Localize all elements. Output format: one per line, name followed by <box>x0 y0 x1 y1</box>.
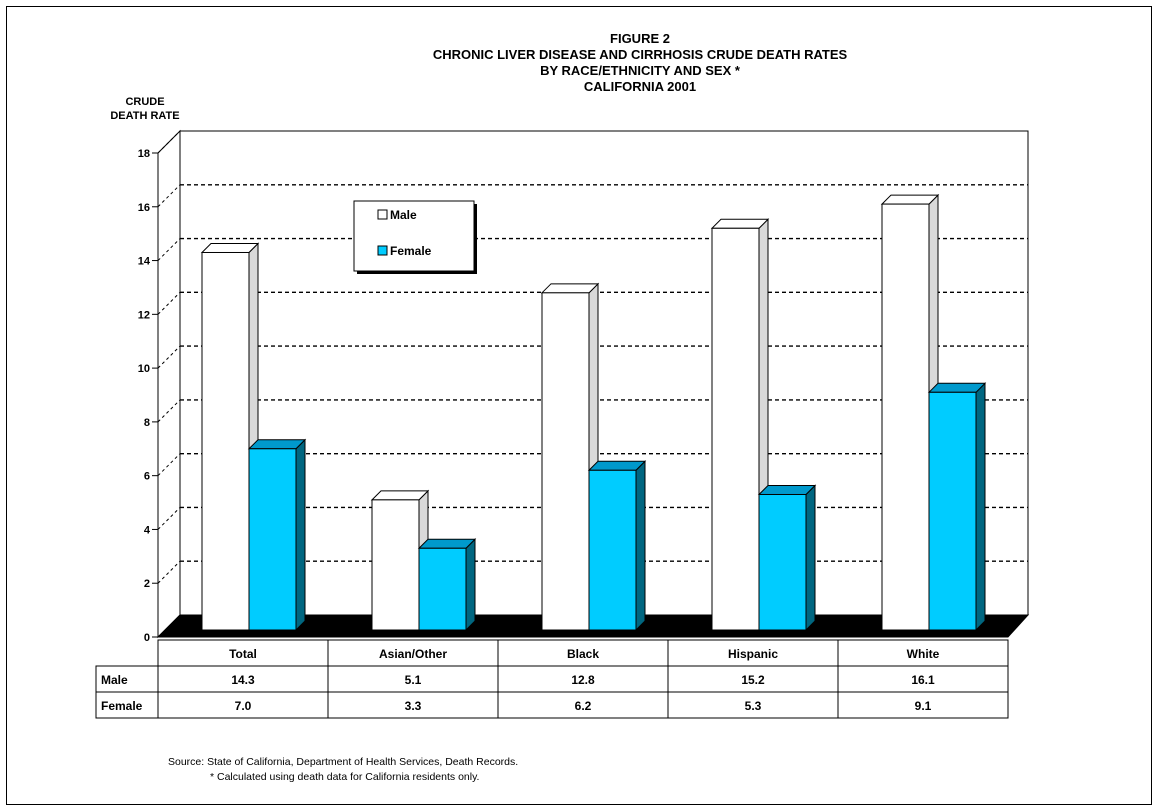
bar-side-1-4 <box>975 382 986 632</box>
bar-top-0-0 <box>200 242 260 253</box>
bar-top-0-3 <box>710 218 770 229</box>
legend-box <box>353 200 475 272</box>
y-tick-label-7: 14 <box>138 256 151 268</box>
bar-top-1-1 <box>417 538 477 549</box>
bar-top-1-0 <box>247 439 307 450</box>
table-cell-1-0: 7.0 <box>235 699 252 713</box>
y-tick-label-2: 4 <box>144 524 151 536</box>
bar-side-1-0 <box>295 438 306 632</box>
gridline-side-4 <box>157 399 181 423</box>
bar-female-4 <box>928 391 977 631</box>
bar-male-1 <box>371 499 420 631</box>
gridline-side-7 <box>157 238 181 261</box>
bar-side-1-3 <box>805 484 816 632</box>
y-tick-label-3: 6 <box>144 471 150 483</box>
bar-side-1-1 <box>465 538 476 632</box>
gridline-side-5 <box>157 345 181 369</box>
y-tick-label-9: 18 <box>138 148 150 160</box>
chart-title-line-3: BY RACE/ETHNICITY AND SEX * <box>540 63 740 78</box>
legend-swatch-female <box>377 245 388 256</box>
bar-male-3 <box>711 227 760 631</box>
y-tick-label-4: 8 <box>144 417 150 429</box>
legend-swatch-male <box>377 209 388 220</box>
bar-female-3 <box>758 493 807 631</box>
bar-top-1-2 <box>587 460 647 471</box>
legend-label-male: Male <box>390 208 417 222</box>
table-cell-0-3: 15.2 <box>741 673 765 687</box>
bar-top-1-4 <box>927 382 987 393</box>
y-axis-label-line-1: CRUDE <box>125 96 165 108</box>
table-cell-1-2: 6.2 <box>575 699 592 713</box>
bar-female-0 <box>248 448 297 631</box>
table-cell-0-1: 5.1 <box>405 673 422 687</box>
bar-side-1-2 <box>635 460 646 632</box>
bar-top-0-2 <box>540 283 600 294</box>
bar-top-1-3 <box>757 484 817 495</box>
table-cell-1-4: 9.1 <box>915 699 932 713</box>
y-tick-label-8: 16 <box>138 202 150 214</box>
gridline-side-1 <box>157 560 181 584</box>
source-note: Source: State of California, Department … <box>168 756 519 768</box>
table-cell-0-4: 16.1 <box>911 673 935 687</box>
table-row-label-female: Female <box>101 699 143 713</box>
y-tick-label-0: 0 <box>144 632 150 644</box>
y-tick-label-1: 2 <box>144 578 150 590</box>
bar-female-2 <box>588 469 637 631</box>
table-header-3: Hispanic <box>728 647 778 661</box>
bar-male-2 <box>541 292 590 631</box>
table-header-0: Total <box>229 647 257 661</box>
bar-male-0 <box>201 251 250 631</box>
legend-label-female: Female <box>390 244 432 258</box>
table-cell-0-2: 12.8 <box>571 673 595 687</box>
table-cell-1-1: 3.3 <box>405 699 422 713</box>
bar-male-4 <box>881 203 930 631</box>
gridline-side-8 <box>157 184 181 208</box>
table-header-4: White <box>907 647 940 661</box>
bar-top-0-4 <box>880 194 940 205</box>
table-row-label-male: Male <box>101 673 128 687</box>
chart-title-line-4: CALIFORNIA 2001 <box>583 79 697 94</box>
side-wall <box>157 129 181 639</box>
y-tick-label-5: 10 <box>138 363 150 375</box>
gridline-side-9 <box>157 130 181 154</box>
table-header-2: Black <box>567 647 599 661</box>
bar-female-1 <box>418 547 467 631</box>
y-axis-label-line-2: DEATH RATE <box>110 110 180 122</box>
gridline-side-2 <box>157 507 181 530</box>
gridline-side-3 <box>157 453 181 477</box>
table-cell-0-0: 14.3 <box>231 673 255 687</box>
chart-title-line-2: CHRONIC LIVER DISEASE AND CIRRHOSIS CRUD… <box>432 47 848 62</box>
table-cell-1-3: 5.3 <box>745 699 762 713</box>
footnote: * Calculated using death data for Califo… <box>210 771 480 783</box>
gridline-side-6 <box>157 291 181 315</box>
table-header-1: Asian/Other <box>379 647 447 661</box>
chart-title-line-1: FIGURE 2 <box>610 31 670 46</box>
y-tick-label-6: 12 <box>138 309 150 321</box>
bar-top-0-1 <box>370 490 430 501</box>
